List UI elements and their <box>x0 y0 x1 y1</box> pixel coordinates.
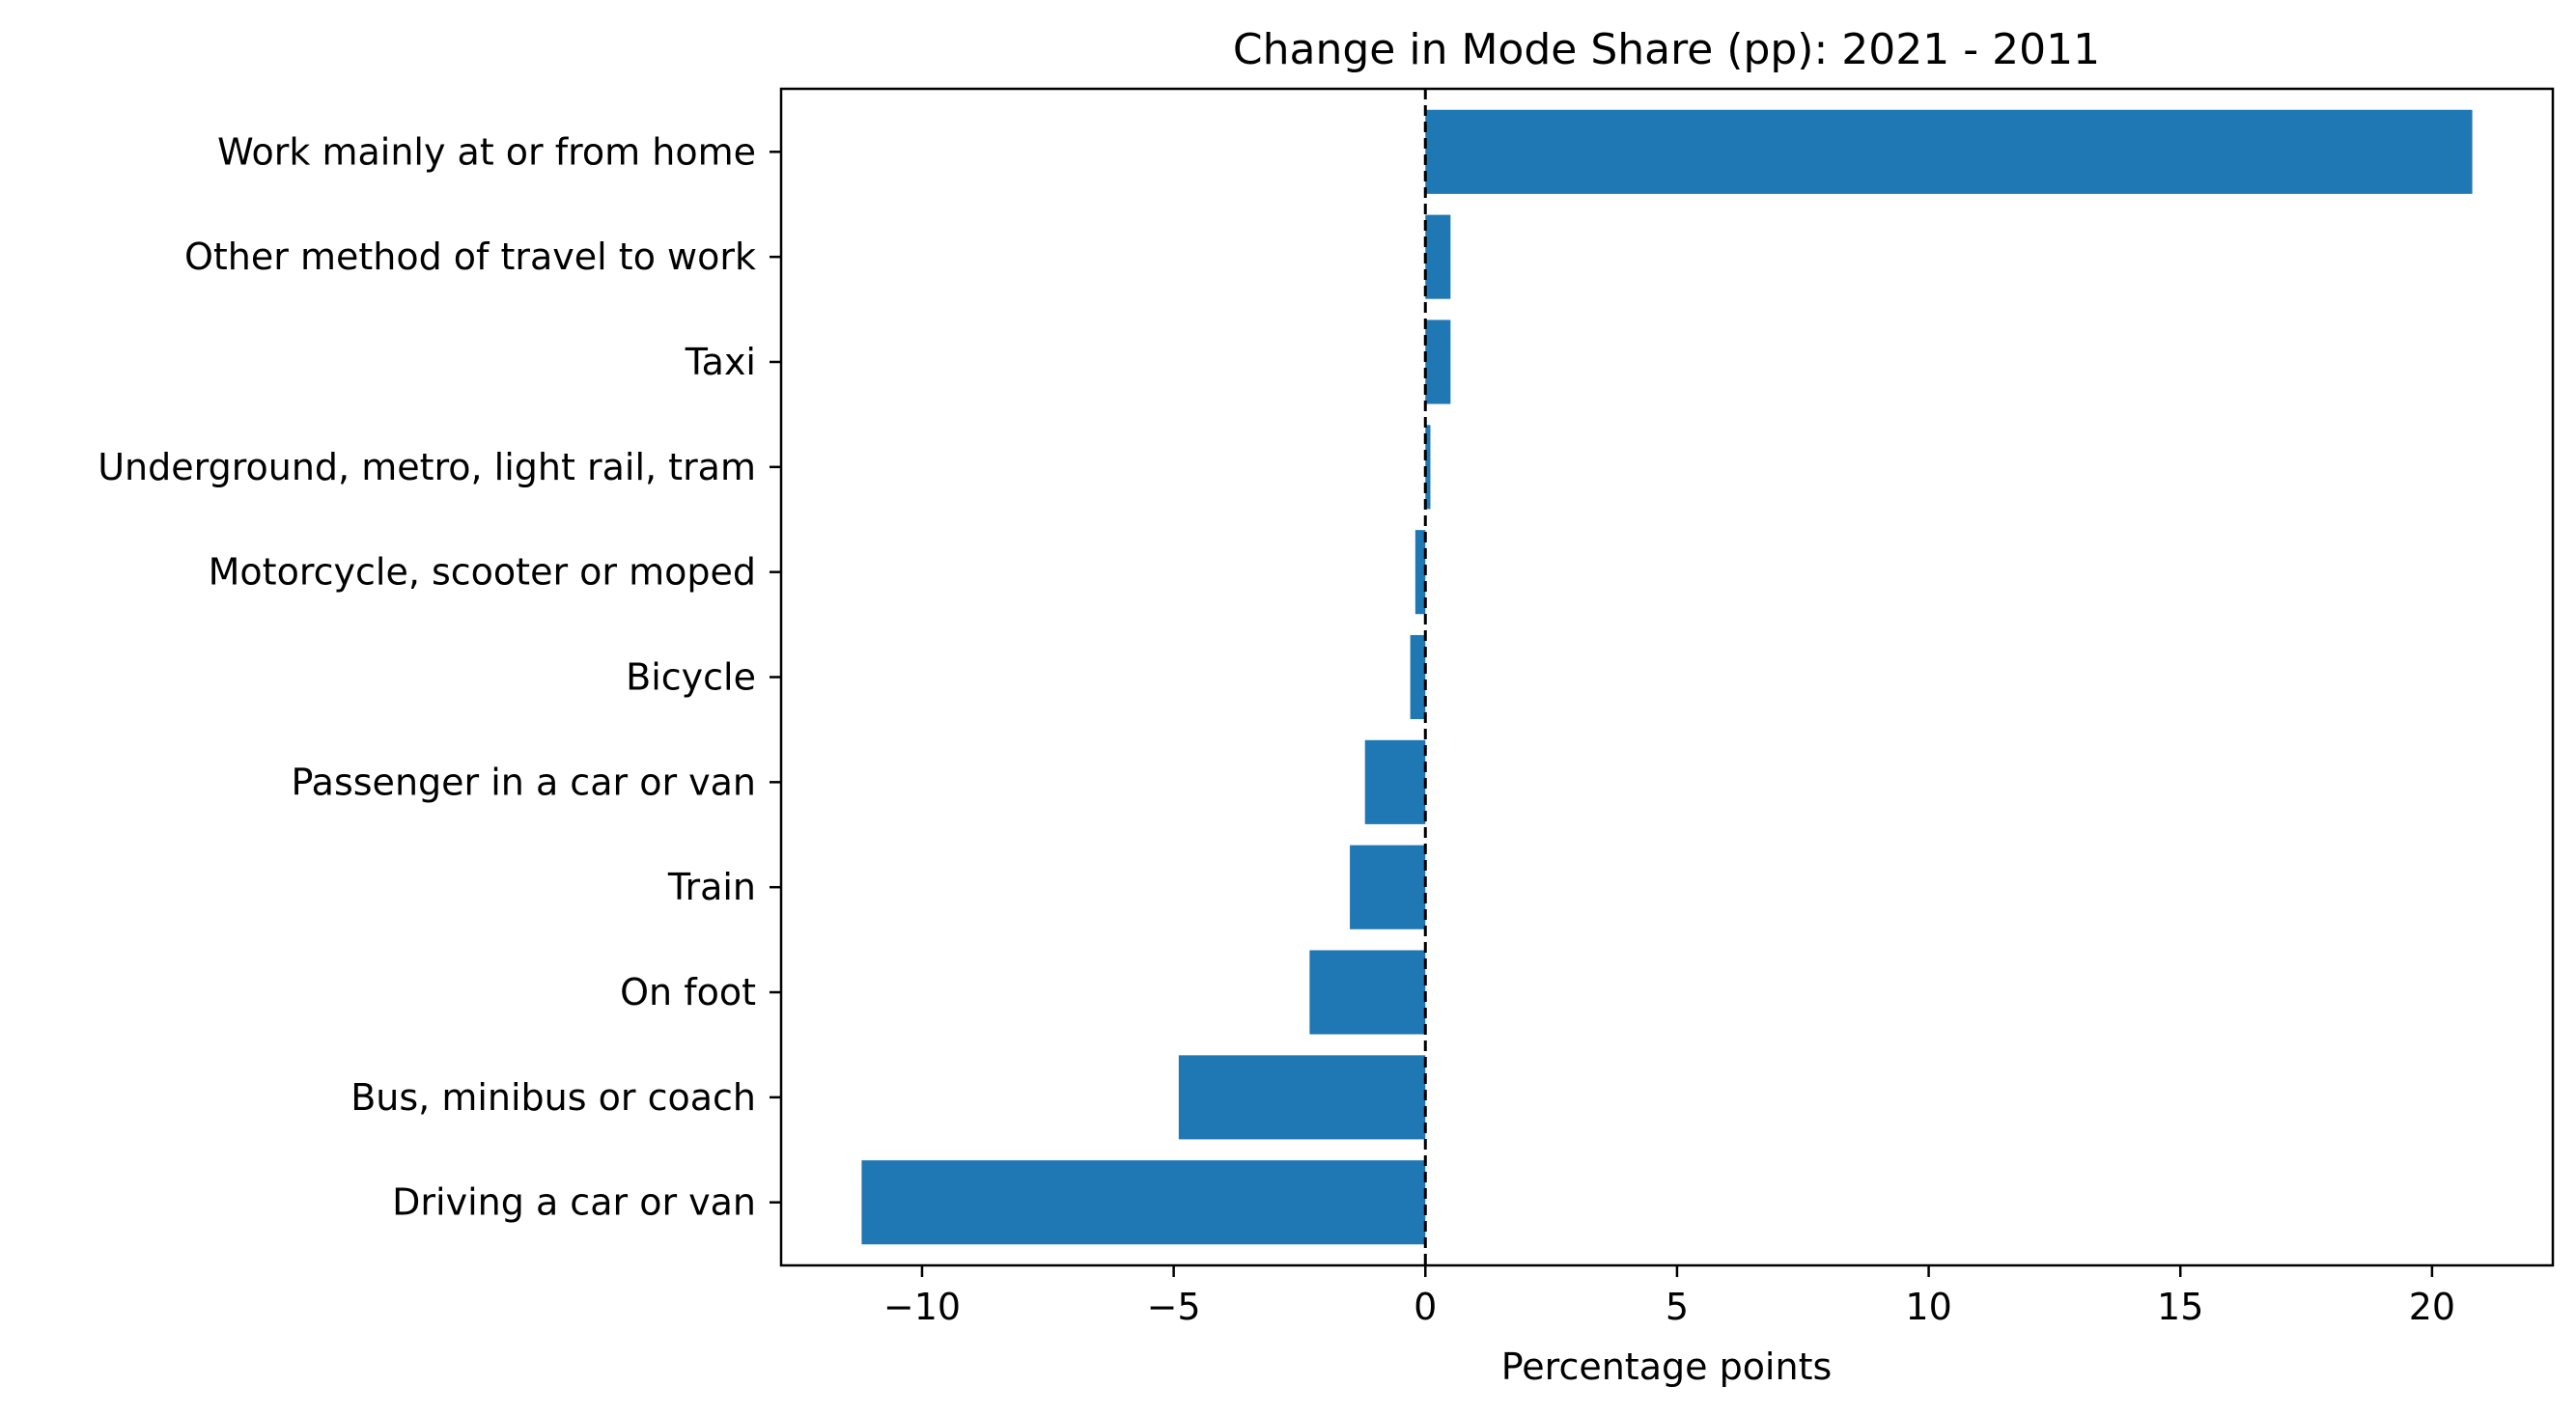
bar <box>1425 319 1451 404</box>
plot-frame <box>779 87 2555 1267</box>
bar <box>1178 1055 1426 1140</box>
category-label: Driving a car or van <box>392 1181 756 1224</box>
bar <box>861 1160 1426 1245</box>
bar <box>1425 214 1451 299</box>
x-tick-label: 15 <box>2157 1286 2203 1328</box>
category-label: Motorcycle, scooter or moped <box>209 551 756 594</box>
category-label: Underground, metro, light rail, tram <box>98 446 756 488</box>
x-tick-label: 20 <box>2409 1286 2455 1328</box>
category-label: Bus, minibus or coach <box>350 1076 756 1119</box>
bar <box>1414 530 1426 615</box>
bar <box>1364 739 1426 824</box>
x-axis: −10 −5 0 5 10 15 20 <box>883 1265 2455 1328</box>
bars-group <box>861 109 2473 1245</box>
bar <box>1309 950 1426 1035</box>
chart-title: Change in Mode Share (pp): 2021 - 2011 <box>1233 25 2100 74</box>
category-label: Work mainly at or from home <box>217 130 756 173</box>
bar <box>1425 109 2473 194</box>
category-label: Other method of travel to work <box>184 236 756 278</box>
x-tick-label: −10 <box>883 1286 961 1328</box>
category-label: Taxi <box>685 341 756 383</box>
category-label: On foot <box>620 971 756 1013</box>
x-tick-label: 0 <box>1414 1286 1437 1328</box>
bar <box>1425 425 1431 510</box>
bar <box>1350 845 1426 929</box>
category-label: Passenger in a car or van <box>291 761 756 803</box>
x-tick-label: 5 <box>1666 1286 1689 1328</box>
y-axis: Driving a car or van Bus, minibus or coac… <box>98 130 781 1224</box>
x-tick-label: 10 <box>1905 1286 1951 1328</box>
category-label: Bicycle <box>626 656 756 699</box>
x-tick-label: −5 <box>1147 1286 1201 1328</box>
x-axis-label: Percentage points <box>1501 1346 1833 1388</box>
category-label: Train <box>667 866 756 908</box>
bar <box>1410 634 1426 720</box>
